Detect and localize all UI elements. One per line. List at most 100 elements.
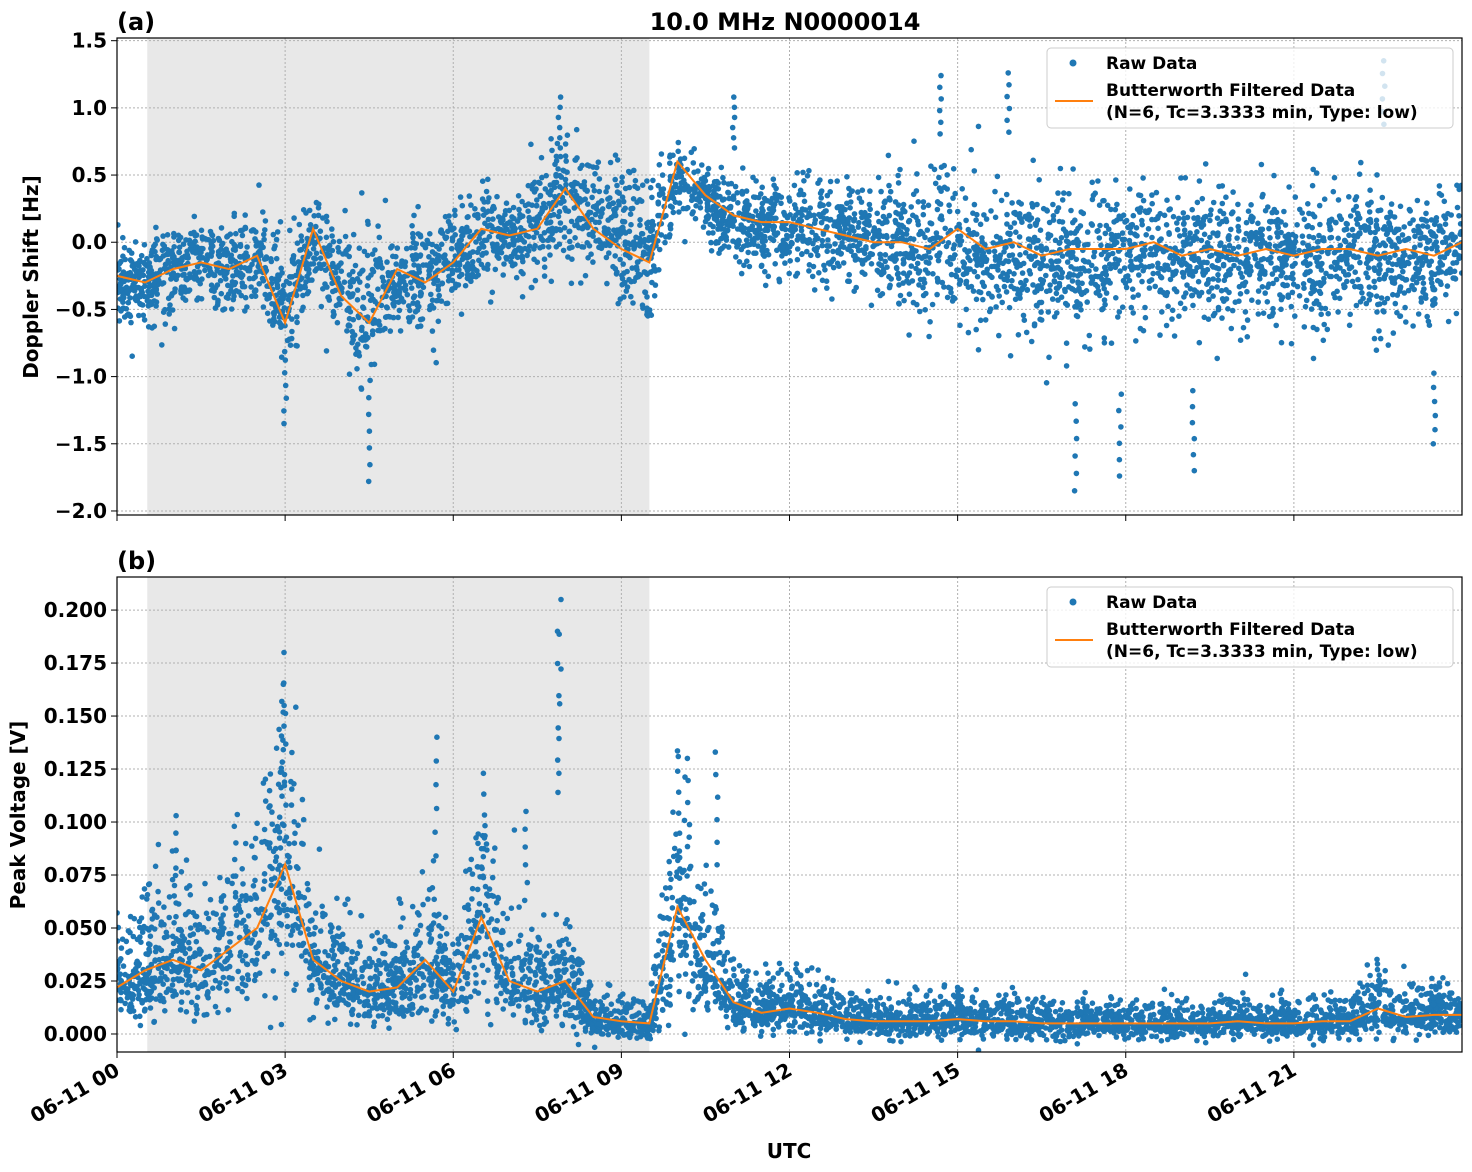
raw-data-point xyxy=(430,347,437,354)
raw-data-point xyxy=(1441,254,1448,261)
raw-data-point xyxy=(759,184,765,191)
raw-data-point xyxy=(1324,326,1331,333)
raw-data-point xyxy=(355,349,362,356)
raw-data-point xyxy=(506,241,513,248)
raw-data-point xyxy=(230,296,237,303)
raw-data-point xyxy=(1024,286,1031,293)
raw-data-point xyxy=(485,216,492,223)
raw-data-point xyxy=(1094,228,1100,234)
raw-data-point xyxy=(1386,236,1392,243)
raw-data-point xyxy=(291,260,298,267)
raw-data-point xyxy=(983,216,990,222)
raw-data-point xyxy=(1192,221,1199,228)
raw-data-point xyxy=(1331,249,1338,256)
raw-data-point xyxy=(1254,236,1260,243)
raw-data-point xyxy=(1318,305,1325,312)
raw-data-point xyxy=(838,210,845,217)
raw-data-point xyxy=(647,269,654,275)
raw-data-point xyxy=(282,357,289,363)
raw-data-point xyxy=(394,245,401,251)
raw-data-point xyxy=(334,319,341,326)
raw-data-point xyxy=(146,283,152,290)
raw-data-point xyxy=(561,198,567,204)
raw-data-point xyxy=(557,94,564,100)
raw-data-point xyxy=(910,191,917,198)
raw-data-point xyxy=(896,222,902,228)
raw-data-point xyxy=(1142,247,1148,253)
raw-data-point xyxy=(415,203,421,210)
raw-data-point xyxy=(915,253,922,260)
raw-data-point xyxy=(449,286,456,292)
raw-data-points xyxy=(117,58,1462,494)
raw-data-point xyxy=(417,252,424,258)
raw-data-point xyxy=(957,322,963,329)
raw-data-point xyxy=(1199,195,1206,202)
raw-data-point xyxy=(944,294,951,301)
raw-data-point xyxy=(371,361,378,368)
raw-data-point xyxy=(572,235,578,241)
raw-data-point xyxy=(1382,255,1388,261)
raw-data-point xyxy=(561,234,568,240)
raw-data-point xyxy=(1420,223,1426,229)
raw-data-point xyxy=(556,124,563,131)
raw-data-point xyxy=(708,207,715,213)
raw-data-point xyxy=(627,254,633,261)
raw-data-point xyxy=(761,233,768,240)
raw-data-point xyxy=(731,114,738,121)
raw-data-point xyxy=(1337,242,1344,249)
raw-data-point xyxy=(1101,285,1107,292)
raw-data-point xyxy=(861,226,867,233)
raw-data-point xyxy=(572,157,578,163)
raw-data-point xyxy=(1157,287,1164,293)
raw-data-point xyxy=(1200,267,1207,274)
raw-data-point xyxy=(317,228,324,234)
raw-data-point xyxy=(1396,226,1402,233)
raw-data-point xyxy=(557,153,564,160)
raw-data-point xyxy=(456,262,463,268)
raw-data-point xyxy=(1078,307,1084,313)
raw-data-point xyxy=(250,275,257,282)
raw-data-point xyxy=(1314,239,1321,245)
raw-data-point xyxy=(620,224,626,231)
raw-data-point xyxy=(487,299,494,305)
raw-data-point xyxy=(804,248,810,255)
raw-data-point xyxy=(1210,199,1217,206)
raw-data-point xyxy=(827,178,834,185)
raw-data-point xyxy=(1005,258,1012,265)
raw-data-point xyxy=(168,293,175,299)
raw-data-point xyxy=(607,195,613,201)
raw-data-point xyxy=(211,288,217,295)
raw-data-point xyxy=(822,267,828,273)
raw-data-point xyxy=(678,180,684,186)
raw-data-point xyxy=(1047,232,1054,239)
raw-data-point xyxy=(906,280,912,286)
raw-data-point xyxy=(682,238,688,245)
raw-data-point xyxy=(760,243,767,249)
raw-data-point xyxy=(1235,216,1242,222)
raw-data-point xyxy=(788,233,795,239)
raw-data-point xyxy=(619,275,626,282)
raw-data-point xyxy=(1299,233,1306,239)
raw-data-point xyxy=(707,221,713,228)
raw-data-point xyxy=(1285,294,1292,301)
raw-data-point xyxy=(355,314,362,321)
raw-data-point xyxy=(547,252,553,258)
raw-data-point xyxy=(862,271,868,278)
raw-data-point xyxy=(1098,242,1104,249)
raw-data-point xyxy=(1457,244,1462,251)
raw-data-point xyxy=(289,942,296,948)
raw-data-point xyxy=(1431,398,1438,405)
raw-data-point xyxy=(649,218,656,225)
raw-data-point xyxy=(975,123,982,130)
raw-data-point xyxy=(718,164,725,171)
raw-data-point xyxy=(574,221,580,228)
raw-data-point xyxy=(926,333,932,340)
raw-data-point xyxy=(1204,240,1211,246)
raw-data-point xyxy=(1021,317,1028,324)
raw-data-point xyxy=(228,306,235,312)
raw-data-point xyxy=(1055,205,1062,211)
raw-data-point xyxy=(784,214,791,221)
raw-data-point xyxy=(1425,239,1431,245)
raw-data-point xyxy=(1259,232,1265,239)
